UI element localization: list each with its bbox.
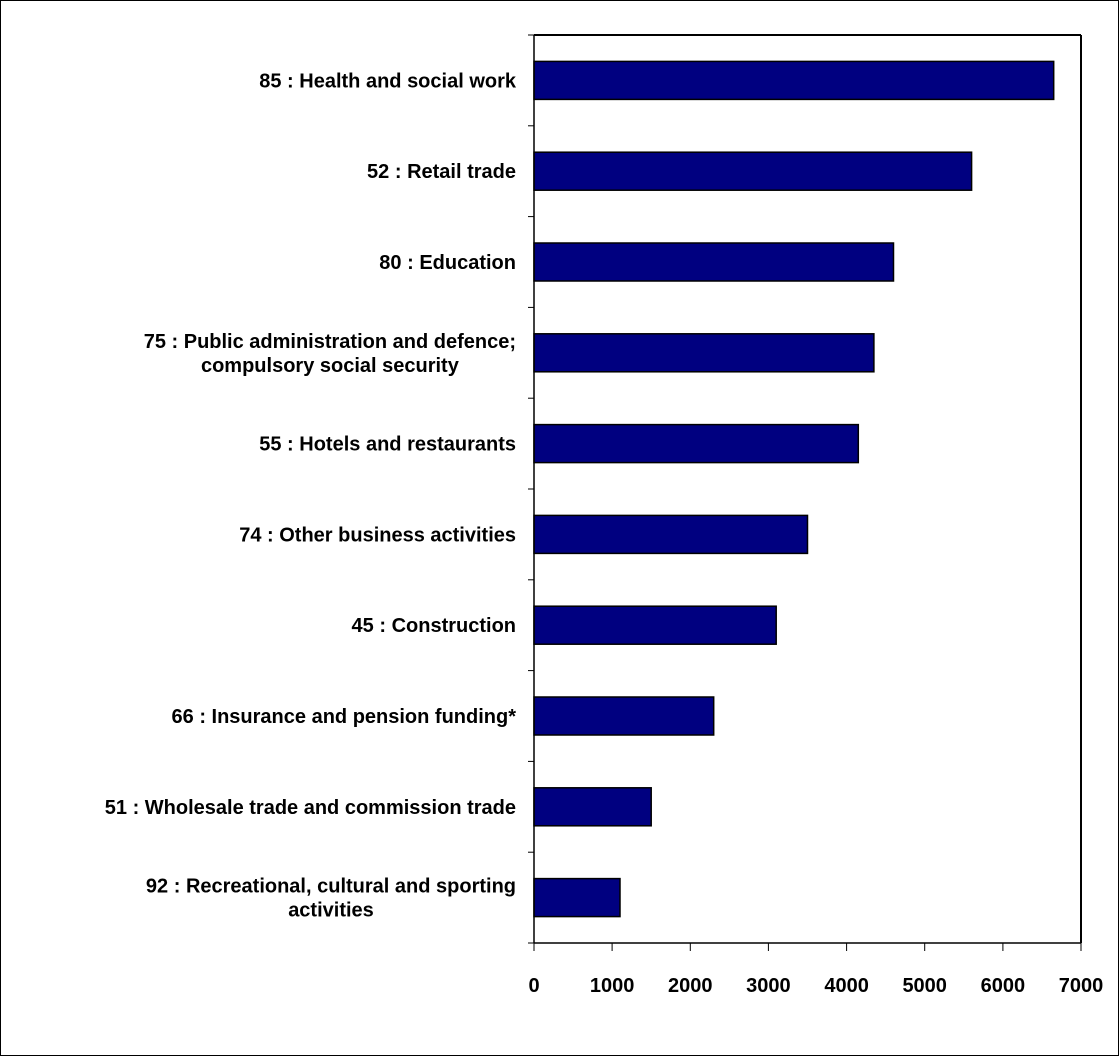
bar <box>533 333 875 373</box>
category-label: 75 : Public administration and defence; c… <box>144 331 516 377</box>
bar <box>533 696 715 736</box>
category-labels: 85 : Health and social work 52 : Retail t… <box>105 70 517 921</box>
x-tick-label: 1000 <box>590 975 635 997</box>
category-label: 85 : Health and social work <box>259 70 517 92</box>
bar <box>533 242 895 282</box>
category-label-line: activities <box>288 900 374 922</box>
x-tick-label: 7000 <box>1059 975 1104 997</box>
x-tick-label: 6000 <box>981 975 1026 997</box>
bar <box>533 605 777 645</box>
category-label: 66 : Insurance and pension funding* <box>172 706 517 728</box>
x-tick-label: 3000 <box>746 975 791 997</box>
bars-group <box>533 60 1055 918</box>
category-label: 92 : Recreational, cultural and sporting… <box>146 876 516 922</box>
category-label: 74 : Other business activities <box>239 524 516 546</box>
x-tick-label: 5000 <box>902 975 947 997</box>
category-label-line: 75 : Public administration and defence; <box>144 331 516 353</box>
category-label-line: compulsory social security <box>201 355 460 377</box>
category-label: 51 : Wholesale trade and commission trad… <box>105 797 516 819</box>
x-tick-label: 2000 <box>668 975 713 997</box>
x-tick-label: 4000 <box>824 975 869 997</box>
category-label: 45 : Construction <box>352 615 516 637</box>
bar <box>533 787 652 827</box>
bar <box>533 514 809 555</box>
bar <box>533 877 621 918</box>
category-label: 80 : Education <box>379 252 516 274</box>
bar <box>533 151 973 191</box>
axes <box>528 34 1082 944</box>
bar <box>533 423 860 464</box>
category-label-line: 92 : Recreational, cultural and sporting <box>146 876 516 898</box>
category-label: 55 : Hotels and restaurants <box>259 434 516 456</box>
x-tick-label: 0 <box>528 975 539 997</box>
bar <box>533 60 1055 101</box>
category-label: 52 : Retail trade <box>367 161 516 183</box>
x-axis-ticks: 0 1000 2000 3000 4000 5000 6000 7000 <box>528 943 1103 997</box>
